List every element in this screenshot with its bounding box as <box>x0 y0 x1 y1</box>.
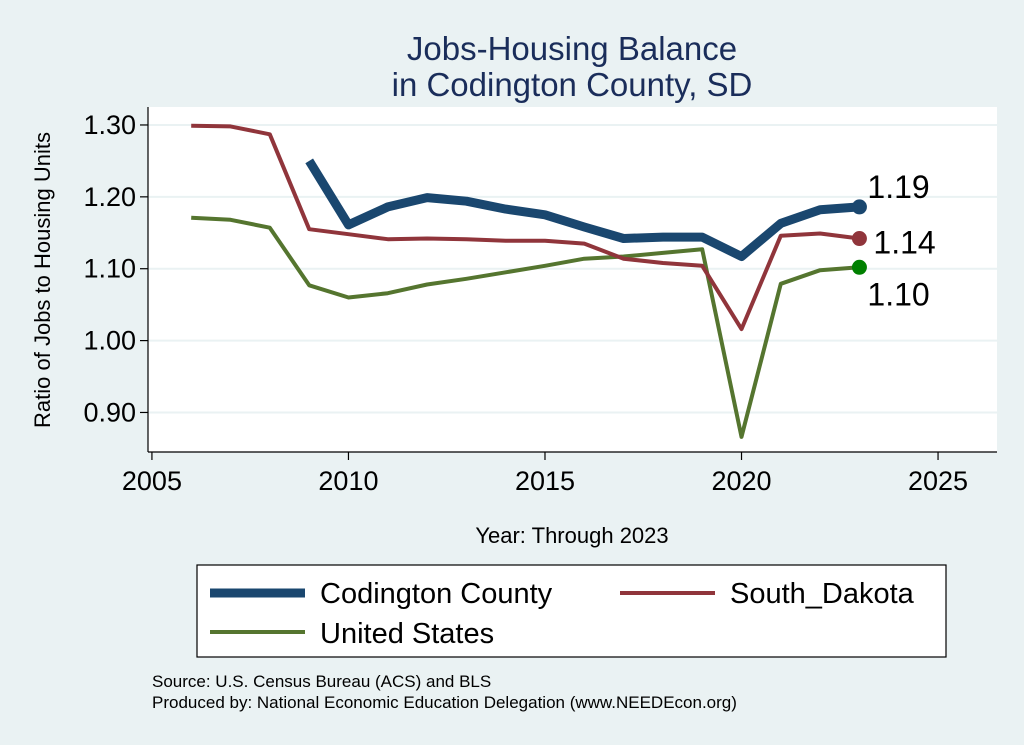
series-line-codington-county <box>305 158 860 261</box>
end-value-label: 1.10 <box>867 276 929 312</box>
end-value-label: 1.14 <box>873 225 935 261</box>
x-tick-label: 2025 <box>908 466 968 496</box>
end-marker-point <box>851 231 867 247</box>
axis-ticks: 1.30 1.20 1.10 1.00 0.90 2005 2010 2015 2020 2025 <box>83 110 968 496</box>
y-axis-title: Ratio of Jobs to Housing Units <box>30 132 55 428</box>
source-note: Source: U.S. Census Bureau (ACS) and BLS <box>152 672 491 691</box>
y-tick-label: 1.30 <box>83 110 136 140</box>
x-tick-label: 2010 <box>318 466 378 496</box>
legend-item-codington: Codington County <box>210 578 553 610</box>
legend-label-codington: Codington County <box>320 578 553 610</box>
x-tick-label: 2020 <box>711 466 771 496</box>
y-tick-label: 1.00 <box>83 326 136 356</box>
y-tick-label: 1.10 <box>83 254 136 284</box>
legend-label-united-states: United States <box>320 618 494 650</box>
x-axis-title: Year: Through 2023 <box>475 523 668 548</box>
x-tick-label: 2015 <box>515 466 575 496</box>
produced-by-note: Produced by: National Economic Education… <box>152 693 737 712</box>
end-marker-point <box>851 259 867 275</box>
chart-title-line-2: in Codington County, SD <box>392 66 753 103</box>
end-value-label: 1.19 <box>867 169 929 205</box>
legend-item-south-dakota: South_Dakota <box>620 578 915 610</box>
series-lines <box>191 123 860 439</box>
legend-box <box>196 564 947 658</box>
legend-label-south-dakota: South_Dakota <box>730 578 915 610</box>
series-line-united-states <box>191 215 860 439</box>
x-tick-label: 2005 <box>122 466 182 496</box>
legend-item-united-states: United States <box>210 618 494 650</box>
plot-area <box>148 107 997 452</box>
end-marker-point <box>851 199 867 215</box>
y-tick-label: 1.20 <box>83 182 136 212</box>
end-markers: 1.19 1.14 1.10 <box>851 169 936 312</box>
y-tick-label: 0.90 <box>83 397 136 427</box>
series-line-south-dakota <box>191 123 860 332</box>
chart-title-line-1: Jobs-Housing Balance <box>407 30 737 67</box>
